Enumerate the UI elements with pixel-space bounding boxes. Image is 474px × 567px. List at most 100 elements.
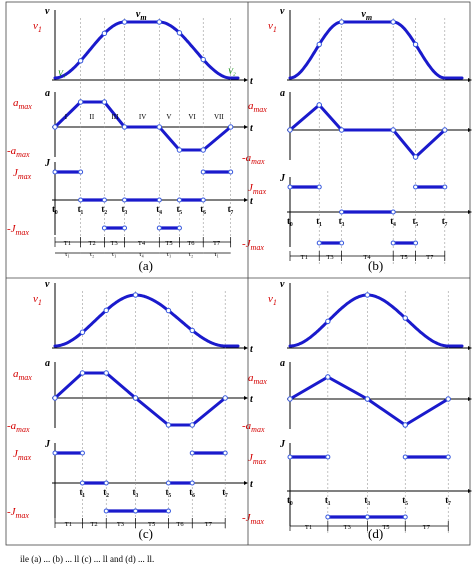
acceleration-axis-label: a <box>45 358 50 369</box>
jerk-min-label: -Jmax <box>242 238 264 252</box>
time-tick-label: t₃ <box>122 204 128 214</box>
panel-label: (a) <box>139 258 153 273</box>
jerk-endpoint <box>79 480 85 486</box>
acceleration-curve <box>288 103 447 159</box>
jerk-min-label: -Jmax <box>7 506 29 520</box>
time-tick-label: t₅ <box>402 495 408 505</box>
segment-label: T5 <box>165 240 172 247</box>
acceleration-breakpoint <box>316 102 322 108</box>
velocity-curve <box>53 293 240 348</box>
time-tick-label: t₃ <box>364 495 370 505</box>
acceleration-breakpoint <box>200 147 206 153</box>
axis-arrow <box>244 78 248 82</box>
phase-label: VII <box>214 113 224 121</box>
time-tick-label: t₃ <box>339 216 345 226</box>
jerk-endpoint <box>339 240 345 246</box>
segment-label: T6 <box>187 240 195 247</box>
time-tick-label: t₃ <box>133 487 139 497</box>
velocity-value-label: v1 <box>268 293 277 307</box>
acceleration-breakpoint <box>442 127 448 133</box>
jerk-endpoint <box>339 209 345 215</box>
segment-label: T3 <box>326 254 333 261</box>
time-tick-label: t₂ <box>101 204 107 214</box>
jerk-endpoint <box>316 240 322 246</box>
time-tick-label: t₁ <box>79 487 85 497</box>
segment-label: T6 <box>176 521 184 528</box>
panel-c: v a Jt t t v1 amax -amax Jmax -Jmax t₁ t₂ t₃ t₅ t₆ t₇ T1… <box>7 279 254 541</box>
tau-label: τ₄ <box>139 251 145 258</box>
segment-label: T1 <box>305 524 312 531</box>
time-tick-label: t₁ <box>316 216 322 226</box>
time-tick-label: t₁ <box>78 204 84 214</box>
velocity-breakpoint <box>325 318 331 325</box>
segment-label: T1 <box>301 254 308 261</box>
jerk-min-label: -Jmax <box>242 512 264 526</box>
acceleration-breakpoint <box>364 396 371 402</box>
axis-arrow <box>244 481 248 485</box>
segment-label: T4 <box>138 240 146 247</box>
acceleration-breakpoint <box>227 124 234 130</box>
time-tick-label: t₄ <box>390 216 396 226</box>
velocity-value-label: v1 <box>268 20 277 34</box>
jerk-endpoint <box>165 480 171 486</box>
tau-label: τ₁ <box>214 251 219 258</box>
tau-label: τ₁ <box>111 251 116 258</box>
segment-label: T1 <box>64 240 71 247</box>
time-tick-label: t₅ <box>176 204 182 214</box>
jerk-endpoint <box>390 209 396 215</box>
jerk-endpoint <box>165 508 171 514</box>
acceleration-min-label: -amax <box>7 420 30 434</box>
jerk-endpoint <box>176 197 182 203</box>
velocity-curve <box>53 20 240 80</box>
acceleration-max-label: amax <box>13 97 32 111</box>
jerk-endpoint <box>133 508 139 514</box>
acceleration-breakpoint <box>176 147 183 153</box>
jerk-endpoint <box>101 225 107 231</box>
panel-d: v a Jt t t v1 amax -amax Jmax -Jmax t₀ t₁ t₃ t₅ t₇ T1 T3… <box>242 279 472 541</box>
jerk-time-label: t <box>250 196 254 207</box>
velocity-axis-label: v <box>45 6 50 17</box>
acceleration-breakpoint <box>132 395 139 401</box>
velocity-breakpoint <box>412 41 419 48</box>
velocity-breakpoint <box>338 19 345 25</box>
acceleration-max-label: amax <box>13 368 32 382</box>
jerk-endpoint <box>200 197 206 203</box>
jerk-axis-label: J <box>44 439 51 450</box>
phase-label: II <box>90 113 95 121</box>
acceleration-breakpoint <box>77 99 84 105</box>
acceleration-time-label: t <box>250 394 254 405</box>
jerk-endpoint <box>122 197 128 203</box>
jerk-endpoint <box>103 480 109 486</box>
segment-label: T4 <box>363 254 371 261</box>
jerk-endpoint <box>402 514 408 520</box>
phase-label: VI <box>188 113 196 121</box>
acceleration-min-label: -amax <box>242 152 265 166</box>
segment-label: T5 <box>400 254 407 261</box>
velocity-axis-label: v <box>280 6 285 17</box>
velocity-value-label: v1 <box>33 293 42 307</box>
figure-caption: ile (a) ... (b) ... ll (c) ... ll and (d… <box>20 554 154 564</box>
jerk-endpoint <box>200 169 206 175</box>
jerk-endpoint <box>122 225 128 231</box>
phase-label: I <box>65 113 68 121</box>
jerk-endpoint <box>52 169 58 175</box>
jerk-endpoint <box>287 184 293 190</box>
jerk-time-label: t <box>250 479 254 490</box>
tau-label: τ₁ <box>166 251 171 258</box>
jerk-endpoint <box>79 450 85 456</box>
segment-label: T2 <box>90 521 97 528</box>
acceleration-curve <box>53 100 233 152</box>
time-tick-label: t₀ <box>52 204 58 214</box>
acceleration-breakpoint <box>402 422 408 428</box>
jerk-endpoint <box>442 184 448 190</box>
time-tick-label: t₁ <box>325 495 331 505</box>
tau-label: τ₂ <box>90 251 95 258</box>
time-tick-label: t₇ <box>222 487 228 497</box>
tau-label: τ₂ <box>188 251 193 258</box>
jerk-endpoint <box>222 450 228 456</box>
segment-label: T5 <box>382 524 389 531</box>
axis-arrow <box>244 198 248 202</box>
segment-label: T5 <box>148 521 155 528</box>
segment-label: T2 <box>89 240 96 247</box>
